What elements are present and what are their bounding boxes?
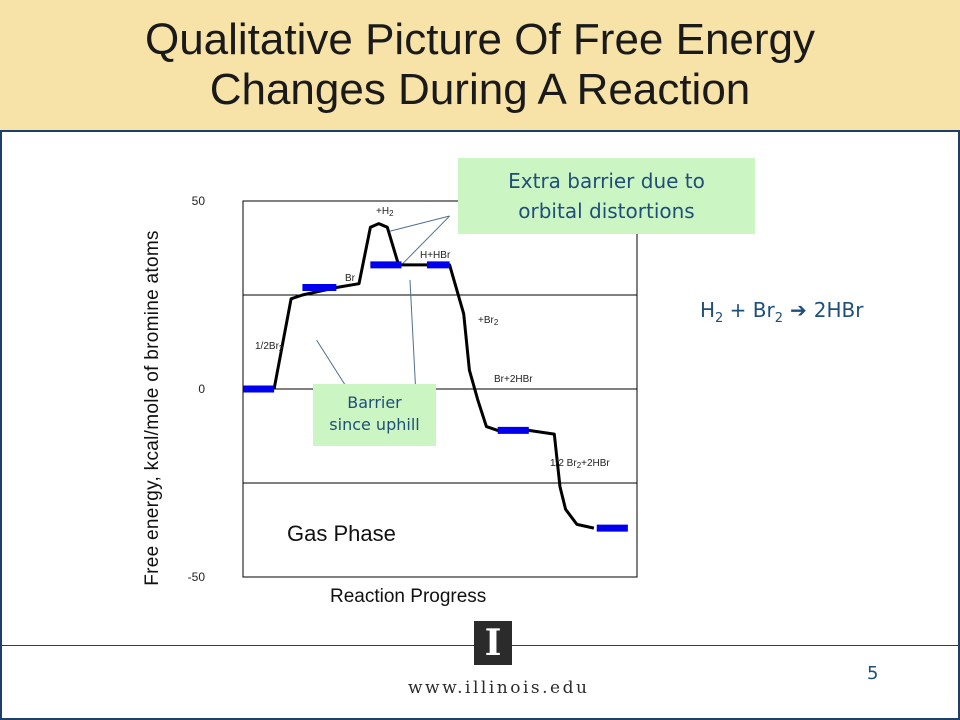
reaction-equation: H2 + Br2 ➔ 2HBr [700, 298, 863, 326]
footer-url: www.illinois.edu [408, 678, 590, 698]
eq-h-sub: 2 [715, 311, 724, 326]
callout-pointer-2 [316, 339, 349, 390]
callout-top-line-1: Extra barrier due to [508, 169, 705, 193]
species-label-3: H+HBr [420, 250, 451, 261]
title-band: Qualitative Picture Of Free Energy Chang… [0, 0, 960, 132]
y-axis-label: Free energy, kcal/mole of bromine atoms [142, 230, 163, 586]
frame-bottom [0, 718, 960, 720]
page-number: 5 [867, 663, 879, 684]
y-tick-label: 0 [198, 382, 205, 396]
eq-product: 2HBr [813, 298, 864, 322]
callout-bottom-line-2: since uphill [329, 415, 420, 434]
y-tick-label: -50 [188, 570, 206, 584]
title-line-1: Qualitative Picture Of Free Energy [144, 15, 816, 64]
eq-arrow: ➔ [783, 298, 814, 322]
logo-letter: I [484, 622, 502, 664]
gas-phase-label: Gas Phase [287, 521, 396, 546]
species-label-1: 1/2Br2 [255, 341, 284, 353]
callout-top-line-2: orbital distortions [518, 199, 695, 223]
species-label-4: +Br2 [478, 315, 499, 327]
energy-path [272, 222, 595, 530]
title-line-2: Changes During A Reaction [209, 65, 751, 114]
frame-right [958, 132, 960, 720]
y-tick-label: 50 [192, 194, 206, 208]
callout-bottom-line-1: Barrier [347, 393, 402, 412]
callout-pointer-3 [409, 279, 417, 390]
x-axis-label: Reaction Progress [330, 586, 487, 607]
eq-br: + Br [723, 298, 775, 322]
illinois-logo: I [474, 621, 512, 665]
species-label-5: Br+2HBr [494, 374, 533, 385]
callout-orbital-distortion: Extra barrier due to orbital distortions [458, 158, 755, 234]
frame-left [0, 132, 2, 720]
callout-pointer-0 [390, 215, 450, 232]
species-label-2: Br [345, 273, 356, 284]
callout-pointer-1 [401, 215, 450, 266]
species-label-h2: +H2 [376, 206, 394, 218]
eq-h: H [700, 298, 716, 322]
callout-uphill-barrier: Barrier since uphill [313, 384, 436, 446]
eq-br-sub: 2 [774, 311, 784, 326]
species-label-6: 1/2 Br2+2HBr [550, 458, 610, 470]
